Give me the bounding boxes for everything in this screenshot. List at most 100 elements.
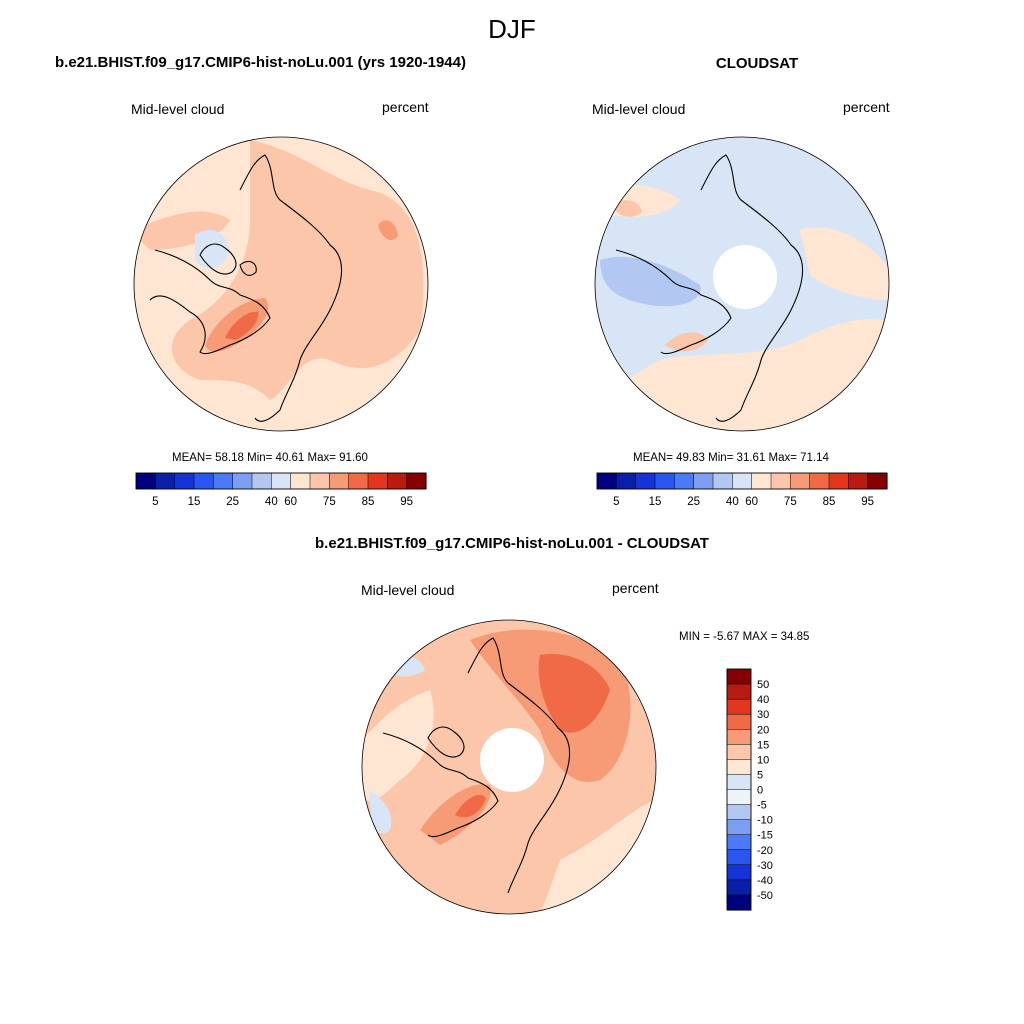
colorbar-3-tick-label: 30 <box>757 709 769 721</box>
colorbar-2: 5 15 25 40 60 75 85 95 <box>596 472 888 508</box>
colorbar-2-cell <box>654 472 675 490</box>
colorbar-1-cell <box>213 472 234 490</box>
colorbar-3-tick-label: 5 <box>757 769 763 781</box>
panel-3-stats: MIN = -5.67 MAX = 34.85 <box>679 631 810 643</box>
colorbar-1-cell <box>348 472 369 490</box>
colorbar-2-cell <box>635 472 656 490</box>
data-gap-pole <box>713 245 777 309</box>
field-region <box>600 256 701 307</box>
colorbar-2-tick-label: 40 <box>726 496 739 508</box>
panel-2-map <box>594 136 890 432</box>
colorbar-1-cell <box>232 472 253 490</box>
colorbar-3-tick-label: -10 <box>757 815 773 827</box>
colorbar-1-tick-label: 15 <box>188 496 201 508</box>
colorbar-1-cell <box>193 472 214 490</box>
panel-2-units: percent <box>843 99 890 115</box>
panel-3-units: percent <box>612 580 659 596</box>
panel-1-map <box>133 136 429 432</box>
colorbar-1-outline <box>135 472 427 490</box>
colorbar-3-cell <box>726 698 752 715</box>
coastline <box>615 154 804 422</box>
colorbar-3-cell <box>726 683 752 700</box>
panel-2-variable: Mid-level cloud <box>592 101 686 117</box>
colorbar-1-tick-label: 60 <box>284 496 297 508</box>
panel-1-variable: Mid-level cloud <box>131 101 225 117</box>
colorbar-2-cell <box>616 472 637 490</box>
colorbar-2-cell <box>596 472 617 490</box>
colorbar-1-cell <box>155 472 176 490</box>
colorbar-2-cell <box>809 472 830 490</box>
colorbar-2-tick-label: 5 <box>613 496 619 508</box>
field-region <box>455 794 486 818</box>
colorbar-1-cell <box>309 472 330 490</box>
field-region <box>800 227 889 300</box>
colorbar-2-cell <box>732 472 753 490</box>
field-region <box>400 376 428 430</box>
colorbar-3-tick-label: 15 <box>757 739 769 751</box>
colorbar-1-cell <box>271 472 292 490</box>
colorbar-3-cell <box>726 729 752 745</box>
field-region <box>134 211 230 250</box>
colorbar-3-outline <box>726 668 752 911</box>
coastline <box>382 637 571 894</box>
colorbar-2-tick-label: 60 <box>745 496 758 508</box>
colorbar-3-tick-label: -5 <box>757 800 767 812</box>
colorbar-3-cell <box>726 864 752 881</box>
colorbar-1-cell <box>290 472 311 490</box>
colorbar-3-cell <box>726 789 752 806</box>
coastline <box>427 726 465 758</box>
colorbar-2-tick-label: 85 <box>823 496 836 508</box>
colorbar-3-cell <box>726 849 752 866</box>
colorbar-1-cell <box>329 472 350 490</box>
colorbar-2-cell <box>848 472 869 490</box>
map-1-border <box>133 136 429 432</box>
colorbar-2-cell <box>828 472 849 490</box>
colorbar-3-tick-label: 20 <box>757 724 769 736</box>
colorbar-3-tick-label: -20 <box>757 845 773 857</box>
colorbar-3-cell <box>726 894 752 911</box>
colorbar-3-cell <box>726 804 752 821</box>
field-region <box>538 654 610 733</box>
colorbar-2-tick-label: 95 <box>861 496 874 508</box>
colorbar-3-tick-label: -40 <box>757 875 773 887</box>
panel-2-title: CLOUDSAT <box>715 55 799 72</box>
colorbar-2-outline <box>596 472 888 490</box>
panel-1-units: percent <box>382 99 429 115</box>
panel-3-variable: Mid-level cloud <box>361 582 455 598</box>
panel-3-map <box>361 619 657 915</box>
colorbar-1-tick-label: 25 <box>226 496 239 508</box>
colorbar-3-cell <box>726 879 752 896</box>
panel-2-stats: MEAN= 49.83 Min= 31.61 Max= 71.14 <box>633 452 829 464</box>
colorbar-2-cell <box>790 472 811 490</box>
panel-1-stats: MEAN= 58.18 Min= 40.61 Max= 91.60 <box>172 452 368 464</box>
colorbar-3-cell <box>726 819 752 836</box>
colorbar-3-tick-label: 50 <box>757 679 769 691</box>
field-region <box>369 790 392 834</box>
colorbar-3-tick-label: -15 <box>757 830 773 842</box>
colorbar-1-cell <box>406 472 427 490</box>
colorbar-3-tick-label: -30 <box>757 860 773 872</box>
field-region <box>378 220 398 241</box>
colorbar-1-cell <box>174 472 195 490</box>
colorbar-3-cell <box>726 744 752 760</box>
colorbar-1-cell <box>367 472 388 490</box>
colorbar-1-tick-label: 85 <box>362 496 375 508</box>
coastline <box>149 154 343 422</box>
map-2-border <box>594 136 890 432</box>
colorbar-1-cell <box>135 472 156 490</box>
colorbar-2-cell <box>770 472 791 490</box>
figure-title: DJF <box>488 14 536 44</box>
colorbar-3-tick-label: -50 <box>757 890 773 902</box>
colorbar-2-cell <box>712 472 733 490</box>
colorbar-2-cell <box>751 472 772 490</box>
colorbar-2-cell <box>693 472 714 490</box>
colorbar-2-cell <box>867 472 888 490</box>
colorbar-3-cell <box>726 713 752 730</box>
colorbar-3-cell <box>726 668 752 685</box>
colorbar-3-tick-label: 10 <box>757 754 769 766</box>
colorbar-3-cell <box>726 834 752 851</box>
data-gap-pole <box>480 728 544 792</box>
colorbar-2-tick-label: 25 <box>687 496 700 508</box>
